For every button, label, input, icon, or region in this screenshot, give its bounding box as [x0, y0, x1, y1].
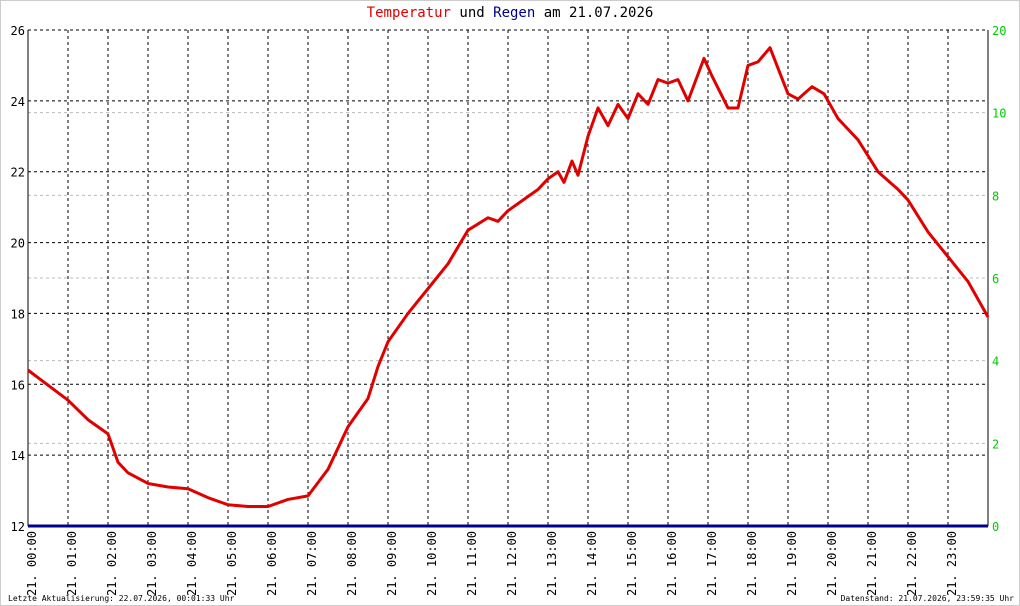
x-tick-label: 21. 21:00: [865, 531, 879, 596]
y-tick-label: 12: [11, 520, 25, 534]
y2-tick-label: 0: [992, 520, 999, 534]
y-tick-label: 14: [11, 449, 25, 463]
y-tick-label: 22: [11, 166, 25, 180]
y-tick-label: 16: [11, 378, 25, 392]
x-tick-label: 21. 23:00: [945, 531, 959, 596]
y2-tick-label: 4: [992, 355, 999, 369]
x-tick-label: 21. 19:00: [785, 531, 799, 596]
y-tick-label: 24: [11, 95, 25, 109]
x-tick-label: 21. 05:00: [225, 531, 239, 596]
y2-tick-label: 10: [992, 107, 1006, 121]
x-tick-label: 21. 03:00: [145, 531, 159, 596]
x-tick-label: 21. 07:00: [305, 531, 319, 596]
y2-tick-label: 2: [992, 437, 999, 451]
x-tick-label: 21. 06:00: [265, 531, 279, 596]
y2-tick-label: 8: [992, 189, 999, 203]
title-text: und: [459, 5, 484, 21]
y-tick-label: 26: [11, 24, 25, 38]
x-tick-label: 21. 16:00: [665, 531, 679, 596]
footer-right: Datenstand: 21.07.2026, 23:59:35 Uhr: [841, 594, 1015, 603]
x-tick-label: 21. 00:00: [25, 531, 39, 596]
x-tick-label: 21. 18:00: [745, 531, 759, 596]
x-tick-label: 21. 02:00: [105, 531, 119, 596]
y-tick-label: 20: [11, 237, 25, 251]
x-tick-label: 21. 17:00: [705, 531, 719, 596]
x-tick-label: 21. 20:00: [825, 531, 839, 596]
x-tick-label: 21. 01:00: [65, 531, 79, 596]
x-tick-label: 21. 14:00: [585, 531, 599, 596]
y2-tick-label: 20: [992, 24, 1006, 38]
title-series-2: Regen: [493, 5, 535, 21]
x-tick-label: 21. 15:00: [625, 531, 639, 596]
x-tick-label: 21. 09:00: [385, 531, 399, 596]
footer-left: Letzte Aktualisierung: 22.07.2026, 00:01…: [8, 594, 235, 603]
title-series-1: Temperatur: [367, 5, 451, 21]
y-tick-label: 18: [11, 307, 25, 321]
x-tick-label: 21. 04:00: [185, 531, 199, 596]
chart-title: Temperatur und Regen am 21.07.2026: [367, 5, 654, 21]
title-text: am 21.07.2026: [544, 5, 654, 21]
x-tick-label: 21. 13:00: [545, 531, 559, 596]
x-tick-label: 21. 08:00: [345, 531, 359, 596]
x-tick-label: 21. 12:00: [505, 531, 519, 596]
series-line: [27, 46, 990, 509]
x-tick-label: 21. 22:00: [905, 531, 919, 596]
x-tick-label: 21. 11:00: [465, 531, 479, 596]
x-tick-label: 21. 10:00: [425, 531, 439, 596]
y2-tick-label: 6: [992, 272, 999, 286]
